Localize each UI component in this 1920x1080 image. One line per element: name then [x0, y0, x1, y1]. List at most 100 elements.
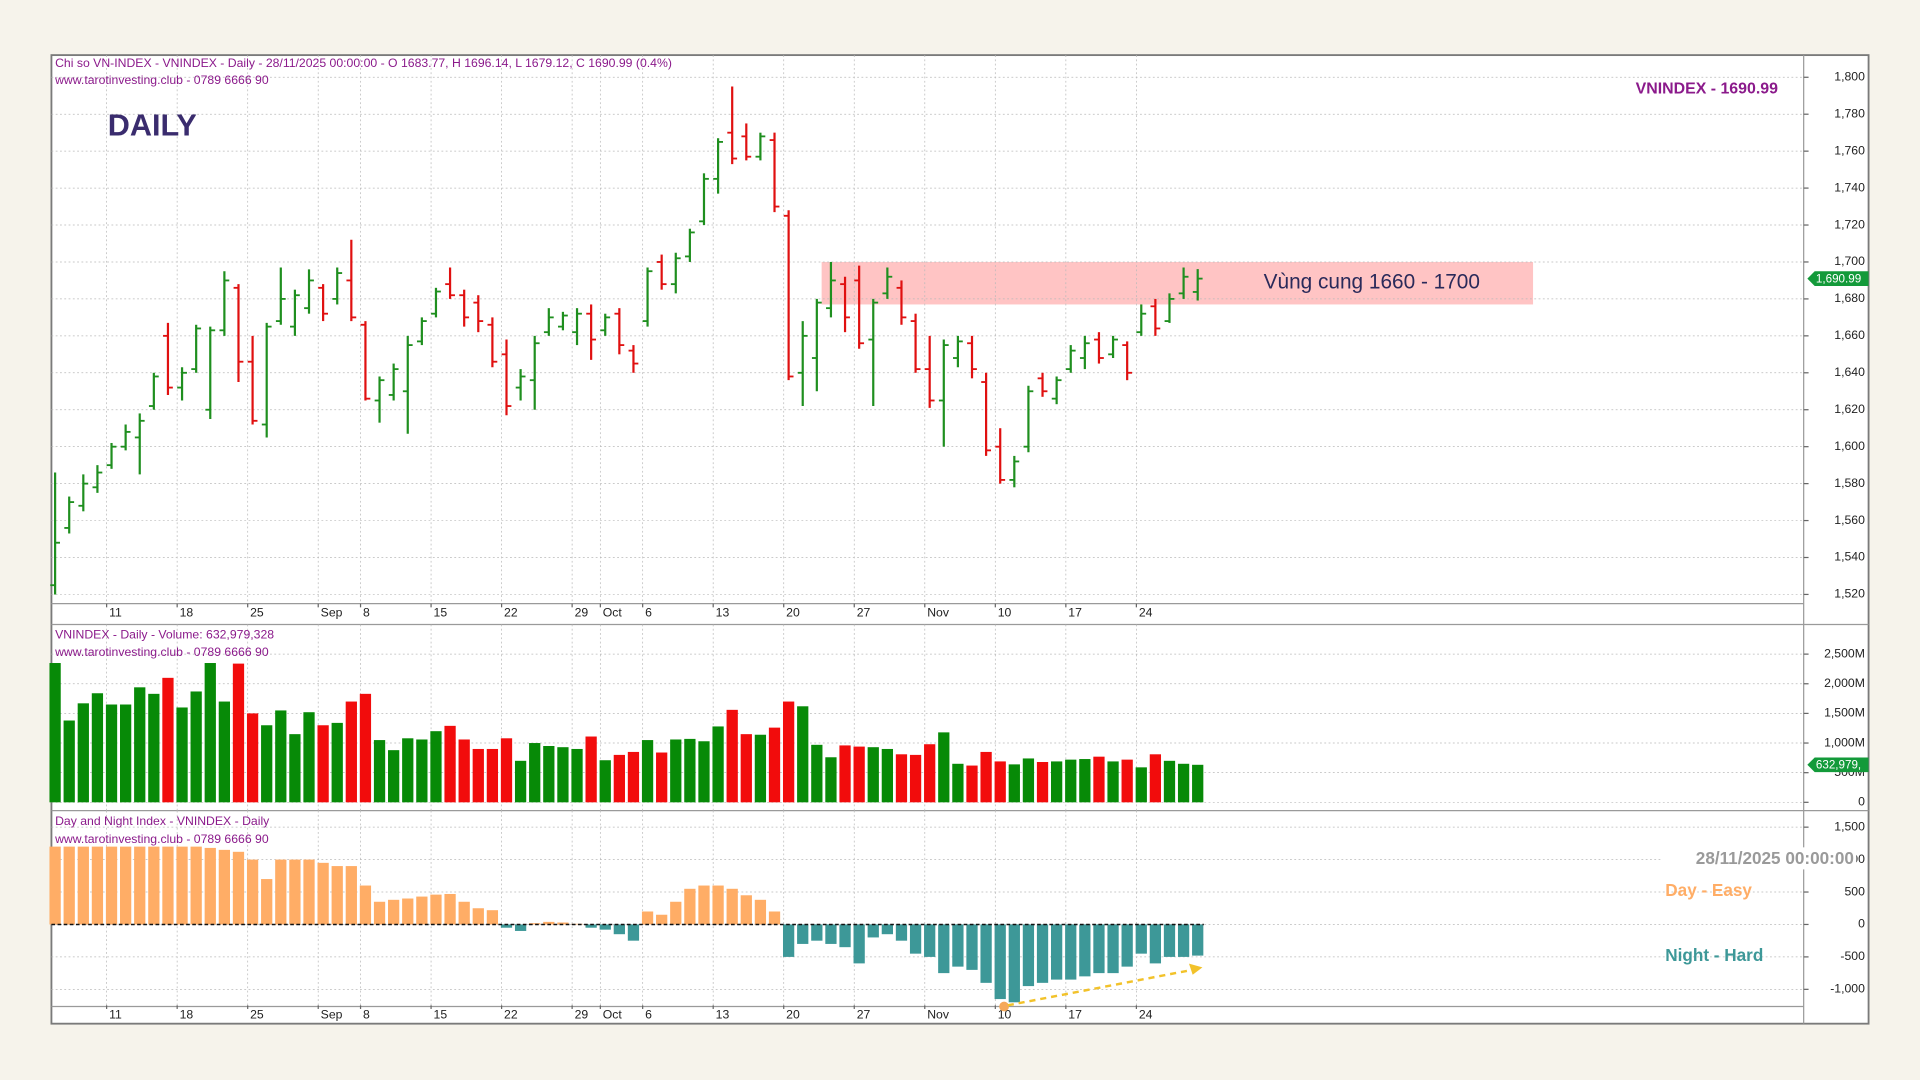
price-subheader: www.tarotinvesting.club - 0789 6666 90 [54, 73, 269, 87]
x-tick-label: 29 [575, 606, 589, 620]
bar [754, 734, 767, 803]
bar [754, 899, 767, 925]
bar [317, 725, 329, 803]
bar [261, 725, 273, 803]
bar [867, 924, 879, 938]
y-tick-label: 1,000M [1824, 735, 1865, 749]
bar [190, 691, 202, 803]
bar [613, 924, 625, 935]
bar [712, 726, 724, 803]
y-tick-label: 1,520 [1834, 587, 1865, 601]
bar [585, 924, 597, 928]
y-tick-label: 1,540 [1834, 550, 1865, 564]
bar [331, 722, 343, 803]
bar [895, 754, 908, 803]
bar [63, 720, 75, 803]
bar [359, 885, 372, 925]
y-tick-label: 1,660 [1834, 328, 1865, 342]
bar [1079, 759, 1091, 803]
index-subheader: www.tarotinvesting.club - 0789 6666 90 [54, 832, 269, 846]
bar [1107, 924, 1119, 974]
x-tick-label: 20 [786, 1007, 800, 1021]
bar [1022, 758, 1035, 803]
bar [543, 746, 555, 803]
bar [768, 911, 781, 925]
bar [797, 924, 809, 944]
bar [768, 727, 781, 803]
bar [500, 924, 513, 928]
bar [684, 888, 696, 925]
bar [1163, 760, 1176, 803]
volume-subheader: www.tarotinvesting.club - 0789 6666 90 [54, 645, 269, 659]
bar [656, 752, 668, 803]
bar [176, 846, 188, 925]
bar [994, 761, 1006, 803]
bar [1065, 924, 1077, 980]
bar [924, 924, 936, 957]
bar [656, 914, 668, 925]
bar [909, 754, 922, 803]
label-backdrop [1660, 847, 1857, 870]
bar [726, 888, 738, 925]
chart-frame [50, 54, 1870, 1025]
bar [740, 734, 752, 803]
supply-zone [821, 261, 1534, 305]
bar [458, 739, 470, 803]
bar [444, 893, 456, 925]
bar [246, 859, 259, 925]
bar [472, 908, 484, 925]
bar [1192, 764, 1204, 803]
bar [1107, 761, 1119, 803]
bar [190, 846, 202, 925]
bar [613, 754, 625, 803]
bar [430, 731, 442, 803]
x-tick-label: Oct [603, 606, 623, 620]
x-tick-label: Nov [927, 1007, 950, 1021]
bar [49, 663, 61, 803]
bar [1149, 924, 1162, 964]
arrow-head [1188, 963, 1203, 975]
bar [811, 924, 823, 941]
bar [839, 745, 851, 803]
bar [218, 701, 231, 803]
bar [1022, 924, 1035, 987]
bar [557, 747, 569, 803]
x-tick-label: 11 [109, 1007, 122, 1021]
x-tick-label: 11 [109, 606, 122, 620]
zone-label: Vùng cung 1660 - 1700 [1264, 271, 1480, 294]
y-tick-label: 1,720 [1834, 217, 1865, 231]
bar [105, 704, 118, 803]
bar [359, 693, 372, 803]
bar [529, 923, 541, 925]
bar [1093, 924, 1105, 974]
bar [303, 712, 315, 803]
x-tick-label: 10 [998, 606, 1012, 620]
y-tick-label: 1,600 [1834, 439, 1865, 453]
bar [938, 732, 950, 803]
x-tick-label: 25 [250, 606, 264, 620]
bar [825, 757, 837, 803]
night-label: Night - Hard [1665, 945, 1763, 965]
bar [402, 898, 414, 925]
x-tick-label: 8 [363, 1007, 370, 1021]
x-tick-label: 8 [363, 606, 370, 620]
bar [204, 847, 216, 925]
y-tick-label: 1,580 [1834, 476, 1865, 490]
bar [345, 701, 357, 803]
bar [218, 849, 231, 925]
bar [684, 738, 696, 803]
bar [1008, 764, 1020, 803]
bar [881, 924, 893, 935]
bar [148, 693, 160, 803]
x-tick-label: Nov [927, 606, 950, 620]
bar [1051, 924, 1063, 980]
bar [994, 924, 1006, 1000]
plot-layer: 1,520 1,540 1,560 1,580 1,600 1,620 1,640 1,660… [49, 55, 1869, 1021]
bar [1163, 924, 1176, 957]
bar [444, 725, 456, 803]
bar [980, 751, 992, 803]
y-tick-label: 0 [1858, 795, 1865, 809]
last-value-label: 632,979, [1816, 758, 1861, 771]
bar [105, 846, 118, 925]
